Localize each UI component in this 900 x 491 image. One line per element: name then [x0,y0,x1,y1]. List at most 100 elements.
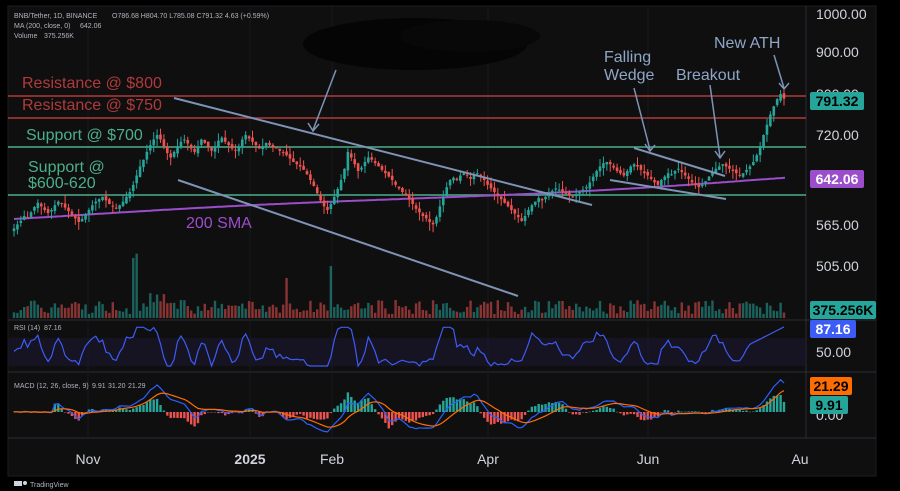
candle-body [608,162,612,165]
volume-bar [694,302,697,318]
candle-body [230,144,234,149]
volume-bar [673,307,677,318]
volume-bar [632,303,636,318]
candle-body [67,207,70,212]
volume-bar [213,300,217,318]
volume-bar [598,300,602,318]
candle-body [551,190,554,195]
candle-body [574,194,578,197]
volume-bar [333,307,336,318]
volume-bar [431,300,435,318]
candle-body [305,171,309,175]
candlestick-series [12,89,786,237]
volume-bar [149,293,152,318]
macd-hist-bar [384,412,387,423]
candle-body [527,210,530,216]
volume-bar [350,306,353,318]
macd-hist-bar [322,412,326,420]
candle-body [145,151,149,160]
candle-body [36,202,40,209]
candle-body [721,164,724,166]
macd-hist-bar [724,408,728,412]
macd-hist-bar [298,412,302,414]
macd-hist-bar [745,410,748,412]
macd-hist-bar [210,412,213,413]
candle-body [670,174,673,176]
candle-body [29,212,33,218]
volume-bar [302,310,305,318]
volume-bar [619,306,622,318]
volume-bar [653,301,656,318]
volume-bar [234,305,237,318]
candle-body [438,206,442,217]
volume-bar [40,307,43,318]
volume-bar [455,311,459,318]
macd-hist-bar [653,412,656,418]
macd-hist-bar [428,412,431,416]
volume-bar [16,312,19,318]
candle-body [700,184,704,187]
macd-hist-bar [350,396,353,412]
macd-hist-bar [500,412,503,424]
candle-body [769,114,772,127]
macd-hist-bar [234,412,237,413]
volume-bar [520,309,523,318]
candle-body [166,146,169,153]
volume-bar [585,306,588,318]
candle-body [80,219,84,222]
rsi-badge-text: 87.16 [815,321,850,337]
volume-bar [36,304,40,318]
volume-bar [493,313,496,318]
macd-hist-bar [752,411,755,413]
candle-body [227,142,230,146]
candle-body [244,135,247,140]
volume-bar [115,310,118,318]
candle-body [172,151,176,157]
volume-bar [530,310,534,318]
macd-hist-bar [758,408,762,412]
candle-body [373,161,377,164]
candle-body [189,144,193,149]
candle-body [53,205,57,211]
macd-hist-bar [60,409,63,412]
macd-signal-badge-text: 21.29 [813,378,848,394]
volume-bar [690,313,694,318]
candle-body [380,166,384,170]
candle-body [772,106,776,116]
macd-hist-bar [503,412,506,424]
candle-body [254,141,258,146]
macd-hist-bar [574,412,578,415]
candle-body [309,174,312,180]
candle-body [578,192,581,194]
macd-hist-bar [421,412,425,418]
volume-bar [298,311,302,318]
macd-line [13,378,785,433]
macd-hist-bar [220,412,224,414]
macd-hist-bar [142,404,145,412]
candle-body [465,174,469,176]
volume-bar [547,301,551,318]
volume-bar [418,301,421,318]
candle-body [602,163,605,169]
macd-hist-bar [390,412,394,426]
candle-body [353,159,357,165]
candle-body [660,180,663,186]
volume-bar [353,304,356,318]
time-tick-label: Nov [76,451,101,467]
macd-hist-bar [486,412,489,422]
volume-bar [77,303,80,318]
falling-wedge-upper [633,147,726,177]
candle-body [540,199,544,201]
candle-body [74,216,77,219]
candle-body [261,146,265,150]
macd-hist-bar [530,406,534,412]
candle-body [735,169,738,174]
macd-hist-bar [261,412,264,417]
candle-body [91,205,94,211]
time-tick-label: Jun [637,451,660,467]
macd-hist-bar [666,410,670,412]
volume-bar [19,310,23,318]
volume-bar [718,309,721,318]
wedge-upper-line [173,97,593,206]
macd-hist-bar [517,412,520,422]
